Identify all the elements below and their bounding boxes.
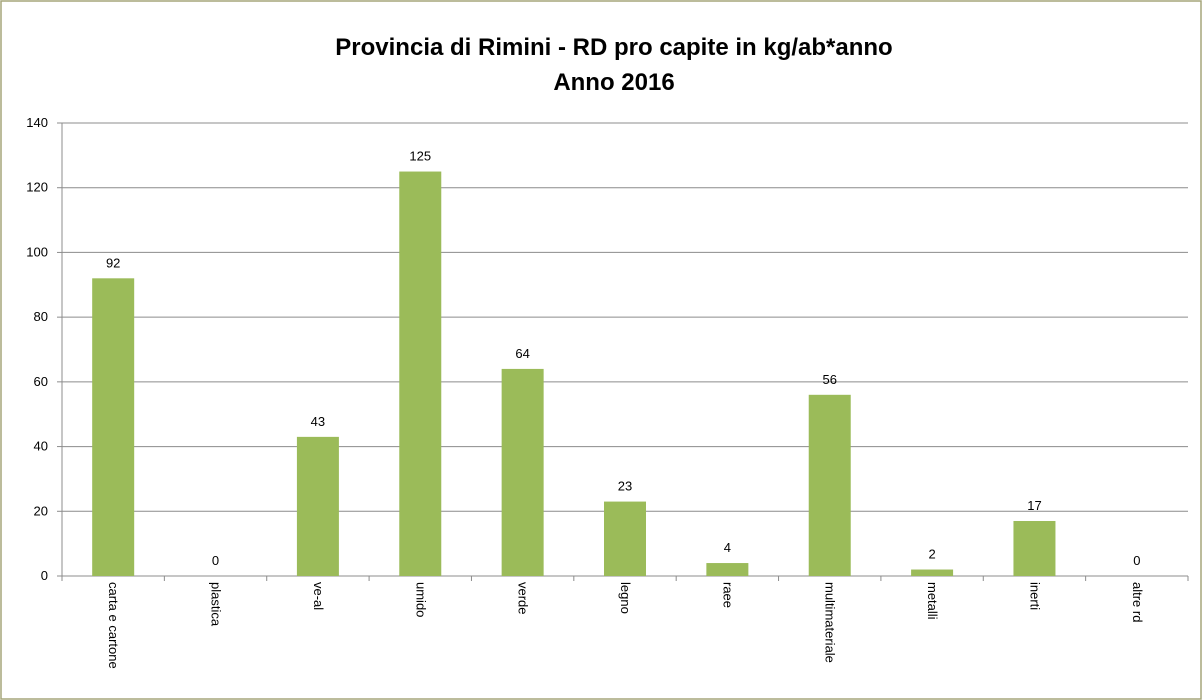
bar bbox=[604, 501, 646, 576]
x-tick-label: plastica bbox=[209, 582, 224, 627]
data-label: 2 bbox=[928, 547, 935, 562]
y-tick-label: 80 bbox=[34, 309, 48, 324]
bar bbox=[92, 278, 135, 576]
data-label: 4 bbox=[724, 540, 731, 555]
bar bbox=[911, 569, 954, 576]
x-tick-label: raee bbox=[720, 582, 735, 608]
bar bbox=[501, 368, 544, 576]
x-tick-label: metalli bbox=[925, 582, 940, 620]
y-tick-label: 20 bbox=[34, 503, 48, 518]
bar bbox=[1013, 520, 1056, 576]
bar bbox=[808, 394, 851, 576]
y-tick-label: 120 bbox=[26, 180, 48, 195]
data-label: 64 bbox=[515, 346, 529, 361]
bar bbox=[399, 171, 442, 577]
chart-subtitle: Anno 2016 bbox=[553, 69, 674, 96]
data-label: 0 bbox=[212, 553, 219, 568]
x-tick-label: altre rd bbox=[1130, 582, 1145, 622]
y-tick-label: 100 bbox=[26, 244, 48, 259]
x-tick-label: verde bbox=[516, 582, 531, 615]
x-tick-label: legno bbox=[618, 582, 633, 614]
bar bbox=[706, 563, 749, 576]
data-label: 92 bbox=[106, 255, 120, 270]
y-tick-label: 140 bbox=[26, 115, 48, 130]
y-tick-label: 0 bbox=[41, 568, 48, 583]
data-label: 17 bbox=[1027, 498, 1041, 513]
x-tick-label: carta e cartone bbox=[106, 582, 121, 669]
chart-title: Provincia di Rimini - RD pro capite in k… bbox=[335, 34, 892, 61]
data-label: 125 bbox=[409, 149, 431, 164]
data-label: 56 bbox=[822, 372, 836, 387]
data-label: 23 bbox=[618, 479, 632, 494]
data-label: 0 bbox=[1133, 553, 1140, 568]
x-tick-label: ve-al bbox=[311, 582, 326, 610]
x-tick-label: umido bbox=[413, 582, 428, 617]
data-label: 43 bbox=[311, 414, 325, 429]
x-tick-label: inerti bbox=[1027, 582, 1042, 610]
y-tick-label: 40 bbox=[34, 439, 48, 454]
x-tick-label: multimateriale bbox=[823, 582, 838, 663]
y-tick-label: 60 bbox=[34, 374, 48, 389]
bar bbox=[296, 436, 339, 576]
